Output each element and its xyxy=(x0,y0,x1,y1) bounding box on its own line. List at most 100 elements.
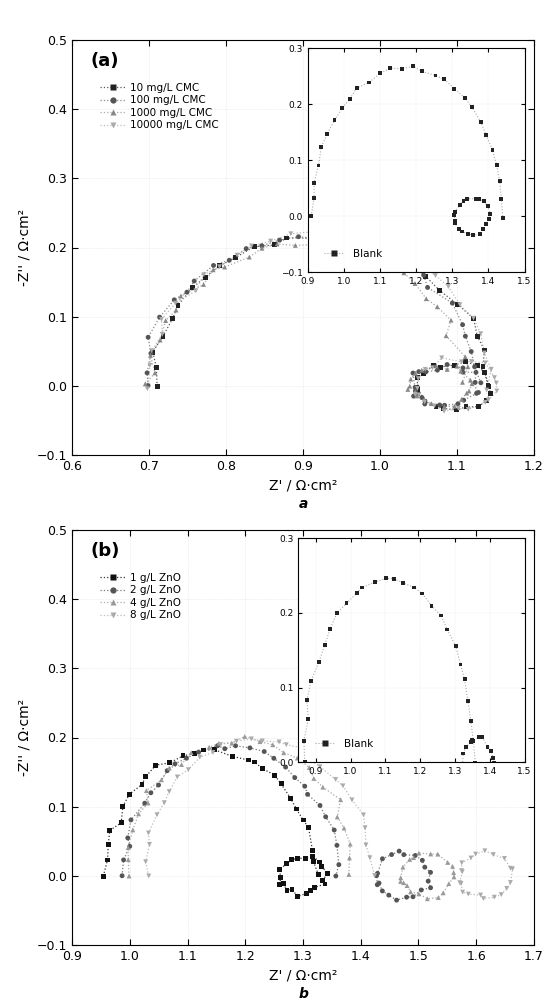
Point xyxy=(257,238,266,254)
Point xyxy=(146,357,155,373)
Point xyxy=(146,347,155,363)
Point xyxy=(414,381,423,397)
Point xyxy=(117,815,126,831)
Point xyxy=(456,876,465,892)
Legend: 10 mg/L CMC, 100 mg/L CMC, 1000 mg/L CMC, 10000 mg/L CMC: 10 mg/L CMC, 100 mg/L CMC, 1000 mg/L CMC… xyxy=(96,78,224,135)
Point xyxy=(456,363,465,379)
Point xyxy=(184,762,193,778)
Point xyxy=(277,776,286,792)
Point xyxy=(231,250,240,266)
Point xyxy=(161,313,170,329)
Point xyxy=(147,343,156,359)
Point xyxy=(339,778,348,794)
Point xyxy=(457,354,466,370)
Point xyxy=(155,309,164,325)
Point xyxy=(266,233,275,249)
Point xyxy=(466,850,475,866)
Point xyxy=(392,892,401,908)
Point xyxy=(471,374,480,390)
Point xyxy=(190,746,198,762)
Point xyxy=(118,868,127,884)
Point xyxy=(143,795,152,811)
Point xyxy=(170,292,178,308)
Point xyxy=(418,390,426,406)
Point xyxy=(299,740,308,756)
Point xyxy=(105,822,114,838)
Point xyxy=(127,812,136,828)
Point xyxy=(134,806,143,822)
Point xyxy=(247,731,256,747)
Point xyxy=(157,772,166,788)
Point xyxy=(443,854,452,870)
Point xyxy=(411,847,420,863)
Point xyxy=(435,397,444,413)
Legend: 1 g/L ZnO, 2 g/L ZnO, 4 g/L ZnO, 8 g/L ZnO: 1 g/L ZnO, 2 g/L ZnO, 4 g/L ZnO, 8 g/L Z… xyxy=(96,568,186,625)
Point xyxy=(354,234,363,250)
Point xyxy=(321,809,330,825)
Point xyxy=(480,843,489,859)
Point xyxy=(433,299,442,315)
Point xyxy=(359,807,368,823)
Point xyxy=(205,739,214,755)
Point xyxy=(227,735,236,751)
Point xyxy=(458,864,466,880)
Point xyxy=(399,859,408,875)
Point xyxy=(158,328,167,344)
Point xyxy=(467,354,476,370)
Point xyxy=(439,885,448,901)
Point xyxy=(125,786,134,802)
Point xyxy=(440,399,449,415)
Point xyxy=(484,377,493,393)
Point xyxy=(242,241,251,257)
Point xyxy=(244,752,252,768)
Point xyxy=(414,371,423,387)
Point xyxy=(316,236,325,252)
Point xyxy=(427,396,436,412)
Point xyxy=(464,886,473,902)
Point xyxy=(220,259,229,275)
Point xyxy=(208,262,217,278)
Point xyxy=(334,857,343,873)
Point xyxy=(476,375,485,391)
Point xyxy=(469,310,478,326)
Point xyxy=(476,326,485,342)
Point xyxy=(434,890,443,906)
Point xyxy=(314,867,323,883)
Point xyxy=(163,763,172,779)
Point xyxy=(375,875,384,891)
Point xyxy=(269,750,278,766)
Point xyxy=(140,795,149,811)
Point xyxy=(358,237,367,253)
Point xyxy=(462,385,471,401)
Point xyxy=(410,276,419,292)
Point xyxy=(409,850,418,866)
Point xyxy=(455,297,464,313)
Point xyxy=(480,345,489,361)
Point xyxy=(331,868,340,884)
Point xyxy=(188,280,197,296)
Point xyxy=(275,862,284,878)
Point xyxy=(413,388,421,404)
Point xyxy=(308,848,317,864)
Point xyxy=(506,875,515,891)
Point xyxy=(372,868,381,884)
Point xyxy=(392,248,401,264)
Point xyxy=(182,284,191,300)
Point xyxy=(406,256,415,272)
Point xyxy=(275,232,284,248)
Point xyxy=(413,380,422,396)
Point xyxy=(466,372,475,388)
Point xyxy=(461,399,470,415)
Point xyxy=(361,837,370,853)
Point xyxy=(345,866,354,882)
Point xyxy=(156,332,165,348)
Point xyxy=(231,738,240,754)
Point xyxy=(145,868,153,884)
Point xyxy=(293,888,302,904)
Point xyxy=(489,847,498,863)
Point xyxy=(246,740,255,756)
Point xyxy=(396,873,405,889)
Point xyxy=(420,859,429,875)
Point xyxy=(420,396,429,412)
Point xyxy=(250,754,259,770)
